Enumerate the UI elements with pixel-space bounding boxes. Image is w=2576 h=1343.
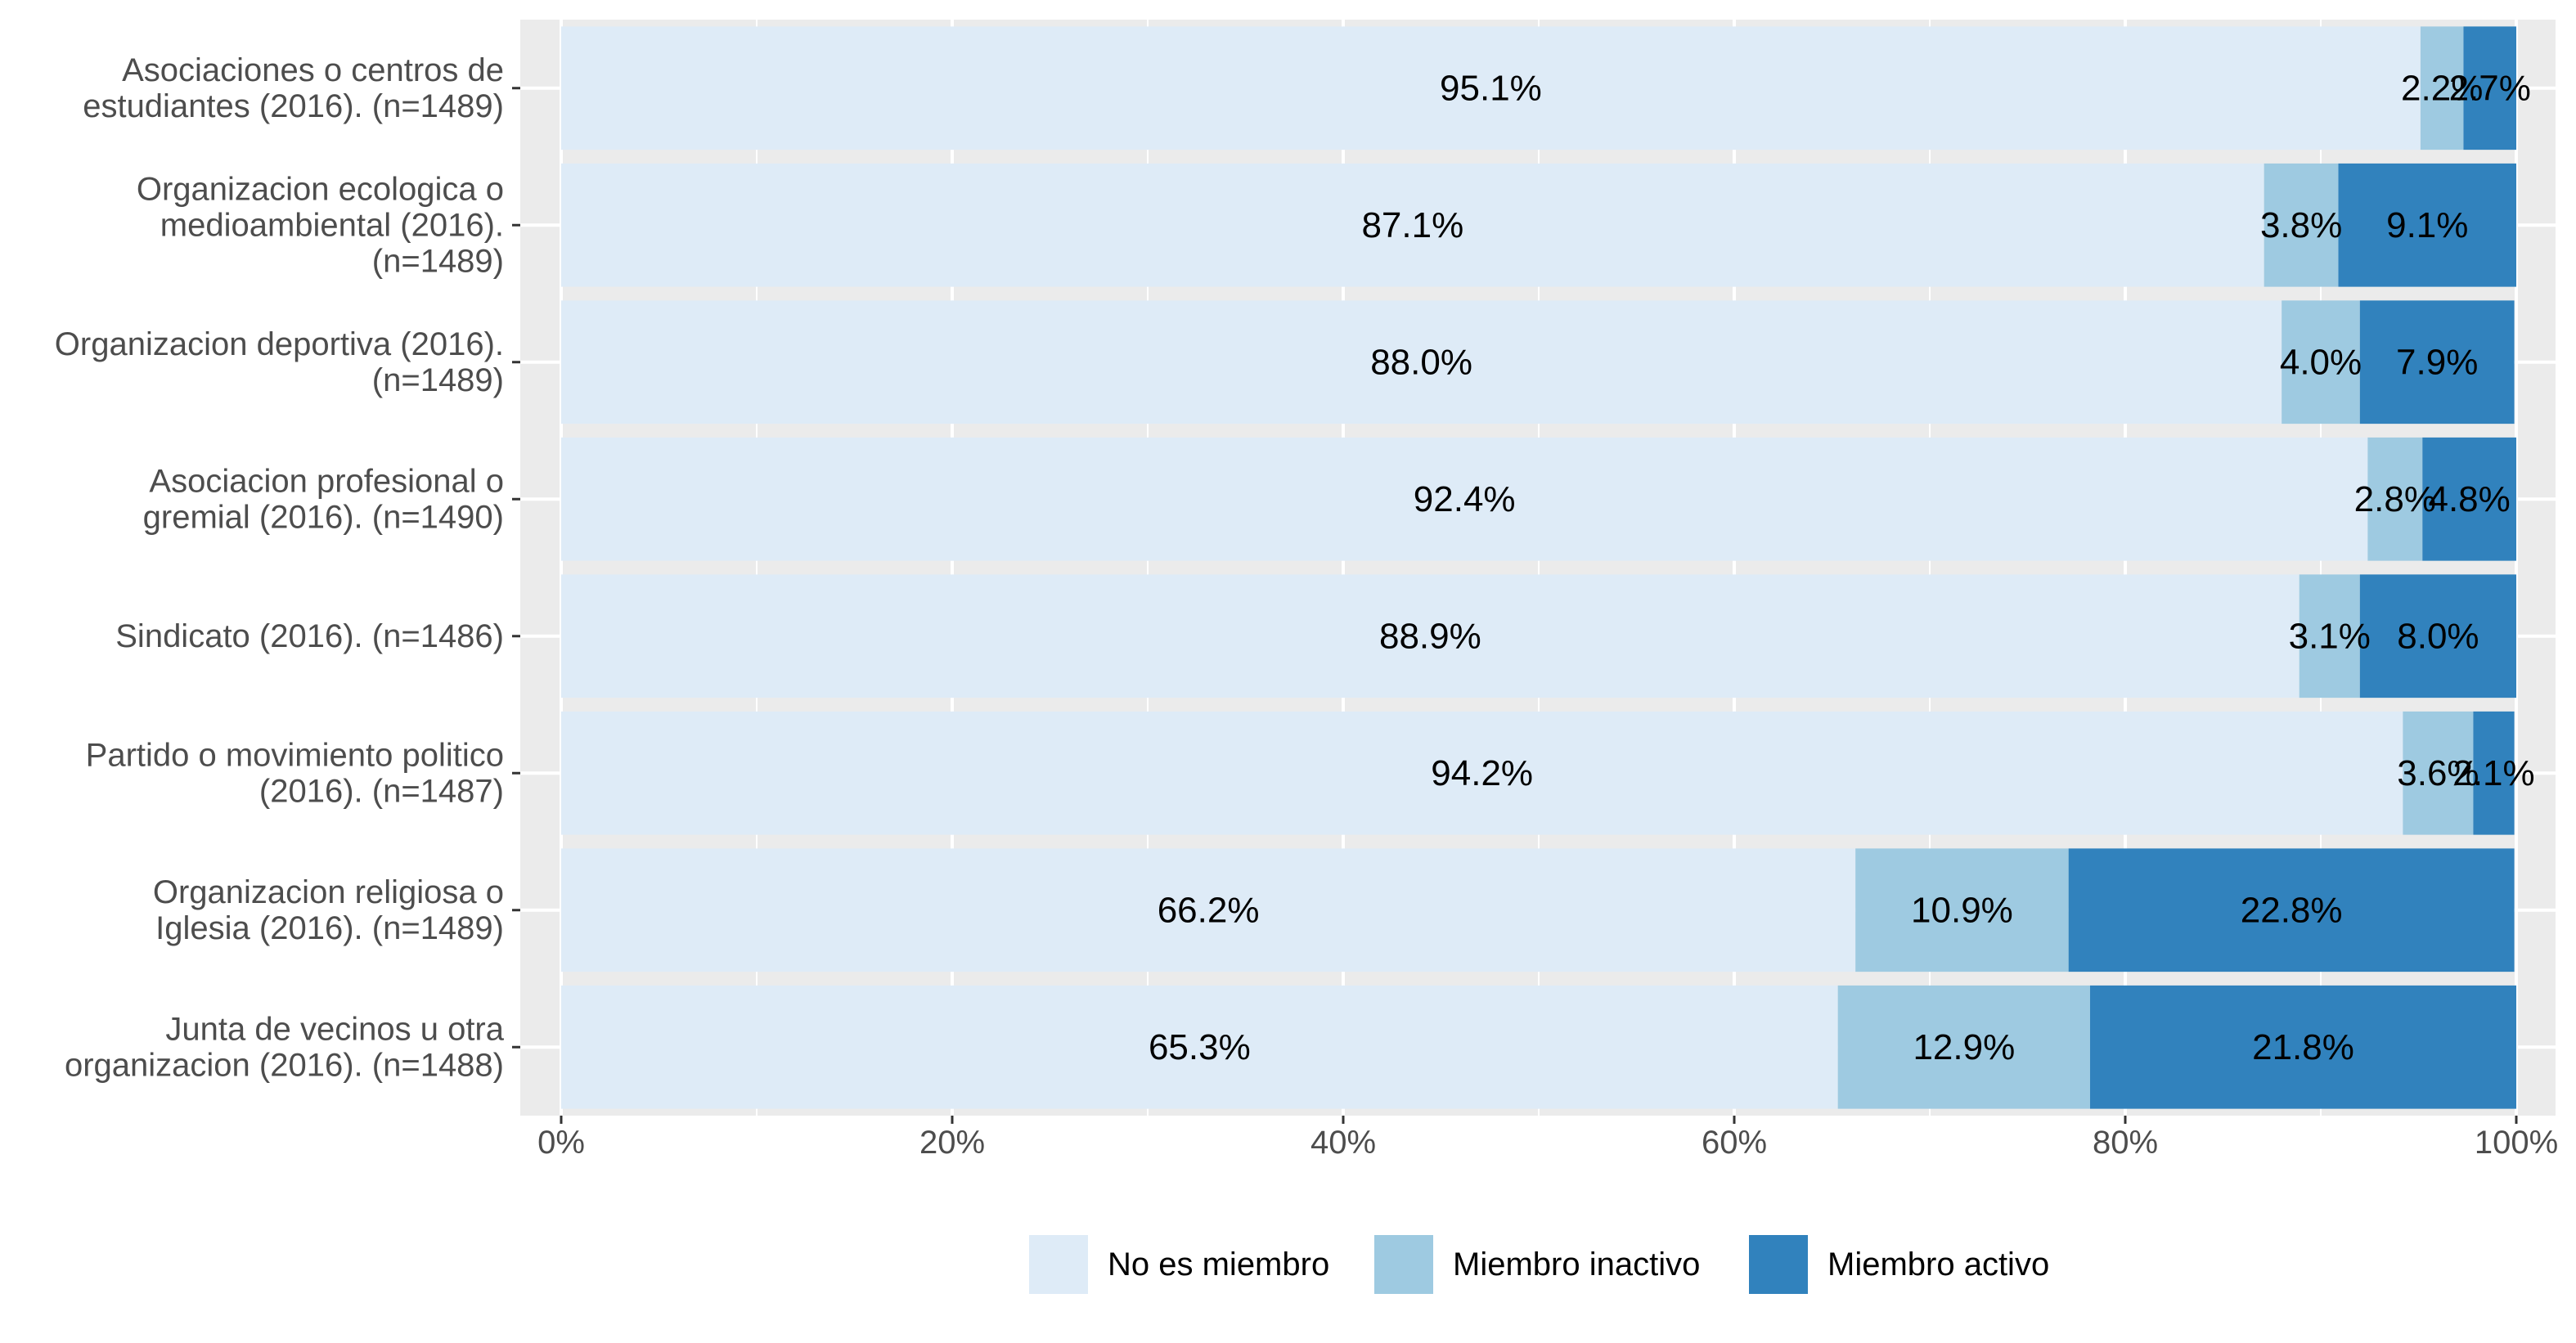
category-label: Asociaciones o centros de — [122, 52, 504, 88]
bar-segment-1 — [561, 985, 1838, 1109]
category-label: Organizacion religiosa o — [153, 874, 504, 910]
data-label: 3.8% — [2260, 205, 2342, 245]
category-label: Organizacion deportiva (2016). — [55, 326, 504, 362]
legend-label: No es miembro — [1108, 1246, 1329, 1282]
bar-segment-3 — [2068, 848, 2515, 972]
data-label: 3.1% — [2289, 616, 2371, 656]
bar-segment-1 — [561, 574, 2300, 698]
category-label: Junta de vecinos u otra — [165, 1011, 504, 1047]
bar-segment-3 — [2359, 574, 2516, 698]
data-label: 10.9% — [1911, 890, 2013, 930]
data-label: 92.4% — [1414, 479, 1516, 519]
category-label: gremial (2016). (n=1490) — [143, 499, 504, 535]
bar-segment-2 — [1837, 985, 2090, 1109]
category-label: estudiantes (2016). (n=1489) — [83, 88, 504, 124]
bar-segment-1 — [561, 711, 2403, 835]
x-tick-label: 20% — [919, 1125, 985, 1161]
data-label: 4.0% — [2280, 342, 2362, 382]
bar-segment-3 — [2422, 437, 2516, 561]
bar-segment-1 — [561, 437, 2368, 561]
data-label: 2.2% — [2401, 68, 2483, 108]
bar-segment-2 — [2282, 300, 2360, 424]
data-label: 94.2% — [1431, 753, 1533, 793]
x-tick-label: 40% — [1310, 1125, 1376, 1161]
data-label: 2.1% — [2452, 753, 2534, 793]
bar-segment-3 — [2463, 26, 2516, 150]
legend-key — [1029, 1235, 1088, 1294]
data-label: 8.0% — [2397, 616, 2479, 656]
data-label: 22.8% — [2241, 890, 2343, 930]
category-label: (2016). (n=1487) — [259, 773, 504, 809]
category-label: Organizacion ecologica o — [137, 171, 504, 207]
category-label: Asociacion profesional o — [149, 463, 504, 499]
bar-segment-2 — [1855, 848, 2069, 972]
category-label: Iglesia (2016). (n=1489) — [155, 910, 504, 946]
data-label: 12.9% — [1913, 1027, 2015, 1067]
bar-segment-1 — [561, 300, 2282, 424]
category-label: medioambiental (2016). — [160, 207, 504, 243]
bar-segment-3 — [2089, 985, 2516, 1109]
category-label: (n=1489) — [372, 243, 504, 279]
bar-segment-2 — [2403, 711, 2474, 835]
data-label: 88.9% — [1379, 616, 1481, 656]
legend-key — [1749, 1235, 1808, 1294]
data-label: 88.0% — [1370, 342, 1472, 382]
bar-segment-2 — [2420, 26, 2464, 150]
category-label: organizacion (2016). (n=1488) — [65, 1047, 504, 1083]
data-label: 95.1% — [1440, 68, 1542, 108]
data-label: 9.1% — [2386, 205, 2468, 245]
data-label: 21.8% — [2252, 1027, 2354, 1067]
data-label: 65.3% — [1149, 1027, 1251, 1067]
bar-segment-3 — [2359, 300, 2515, 424]
data-label: 66.2% — [1158, 890, 1260, 930]
data-label: 87.1% — [1361, 205, 1463, 245]
data-label: 2.7% — [2449, 68, 2531, 108]
x-tick-label: 80% — [2093, 1125, 2158, 1161]
x-tick-label: 100% — [2475, 1125, 2558, 1161]
bar-segment-1 — [561, 163, 2264, 287]
category-label: Sindicato (2016). (n=1486) — [115, 618, 504, 654]
legend-label: Miembro activo — [1827, 1246, 2049, 1282]
category-label: (n=1489) — [372, 362, 504, 398]
x-tick-label: 0% — [537, 1125, 585, 1161]
legend-key — [1374, 1235, 1433, 1294]
data-label: 7.9% — [2396, 342, 2478, 382]
bar-segment-1 — [561, 26, 2421, 150]
bar-segment-2 — [2367, 437, 2423, 561]
bar-segment-3 — [2473, 711, 2515, 835]
data-label: 4.8% — [2428, 479, 2510, 519]
data-label: 3.6% — [2397, 753, 2479, 793]
bar-segment-3 — [2338, 163, 2516, 287]
data-label: 2.8% — [2354, 479, 2436, 519]
category-label: Partido o movimiento politico — [86, 737, 504, 773]
bar-segment-1 — [561, 848, 1856, 972]
bar-segment-2 — [2299, 574, 2360, 698]
bar-segment-2 — [2264, 163, 2339, 287]
legend-label: Miembro inactivo — [1453, 1246, 1700, 1282]
x-tick-label: 60% — [1702, 1125, 1767, 1161]
